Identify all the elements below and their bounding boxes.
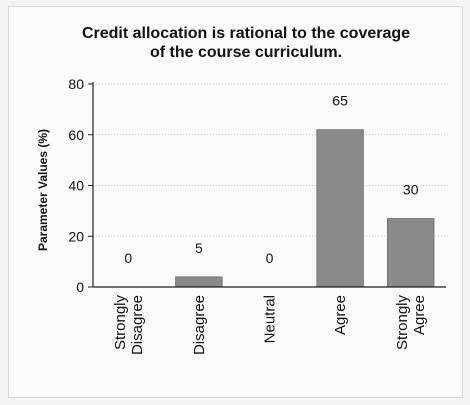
y-tick-label: 20 xyxy=(68,228,84,244)
data-label: 5 xyxy=(195,240,203,256)
x-categories: Strongly Disagree Disagree Neutral Agree Stro… xyxy=(112,295,428,356)
bar xyxy=(175,276,223,288)
y-axis-label: Parameter Values (%) xyxy=(36,129,50,251)
data-label: 65 xyxy=(332,93,348,109)
bar xyxy=(387,218,435,288)
y-tick-label: 60 xyxy=(68,127,84,143)
bar xyxy=(316,129,364,288)
y-ticks: 0 20 40 60 80 xyxy=(68,76,93,295)
x-category-label: Disagree xyxy=(129,295,146,355)
chart-title: Credit allocation is rational to the cov… xyxy=(82,25,410,61)
axes xyxy=(92,82,446,288)
data-label: 30 xyxy=(403,181,419,197)
data-label: 0 xyxy=(124,250,132,266)
chart-frame xyxy=(8,6,463,398)
chart-title-line-1: Credit allocation is rational to the cov… xyxy=(82,25,410,42)
x-category-label: Disagree xyxy=(191,295,208,355)
y-tick-label: 80 xyxy=(68,76,84,92)
x-category-label: Strongly xyxy=(112,295,129,351)
x-category-label: Agree xyxy=(332,295,349,335)
data-label: 0 xyxy=(266,250,274,266)
x-category-label: Agree xyxy=(411,295,428,335)
gridlines xyxy=(93,83,446,237)
data-labels: 0 5 0 65 30 xyxy=(124,93,418,266)
chart-title-line-2: of the course curriculum. xyxy=(150,44,342,61)
x-category-label: Neutral xyxy=(262,295,279,343)
y-tick-label: 0 xyxy=(76,279,84,295)
y-tick-label: 40 xyxy=(68,178,84,194)
bars xyxy=(175,129,435,288)
x-category-label: Strongly xyxy=(394,295,411,351)
